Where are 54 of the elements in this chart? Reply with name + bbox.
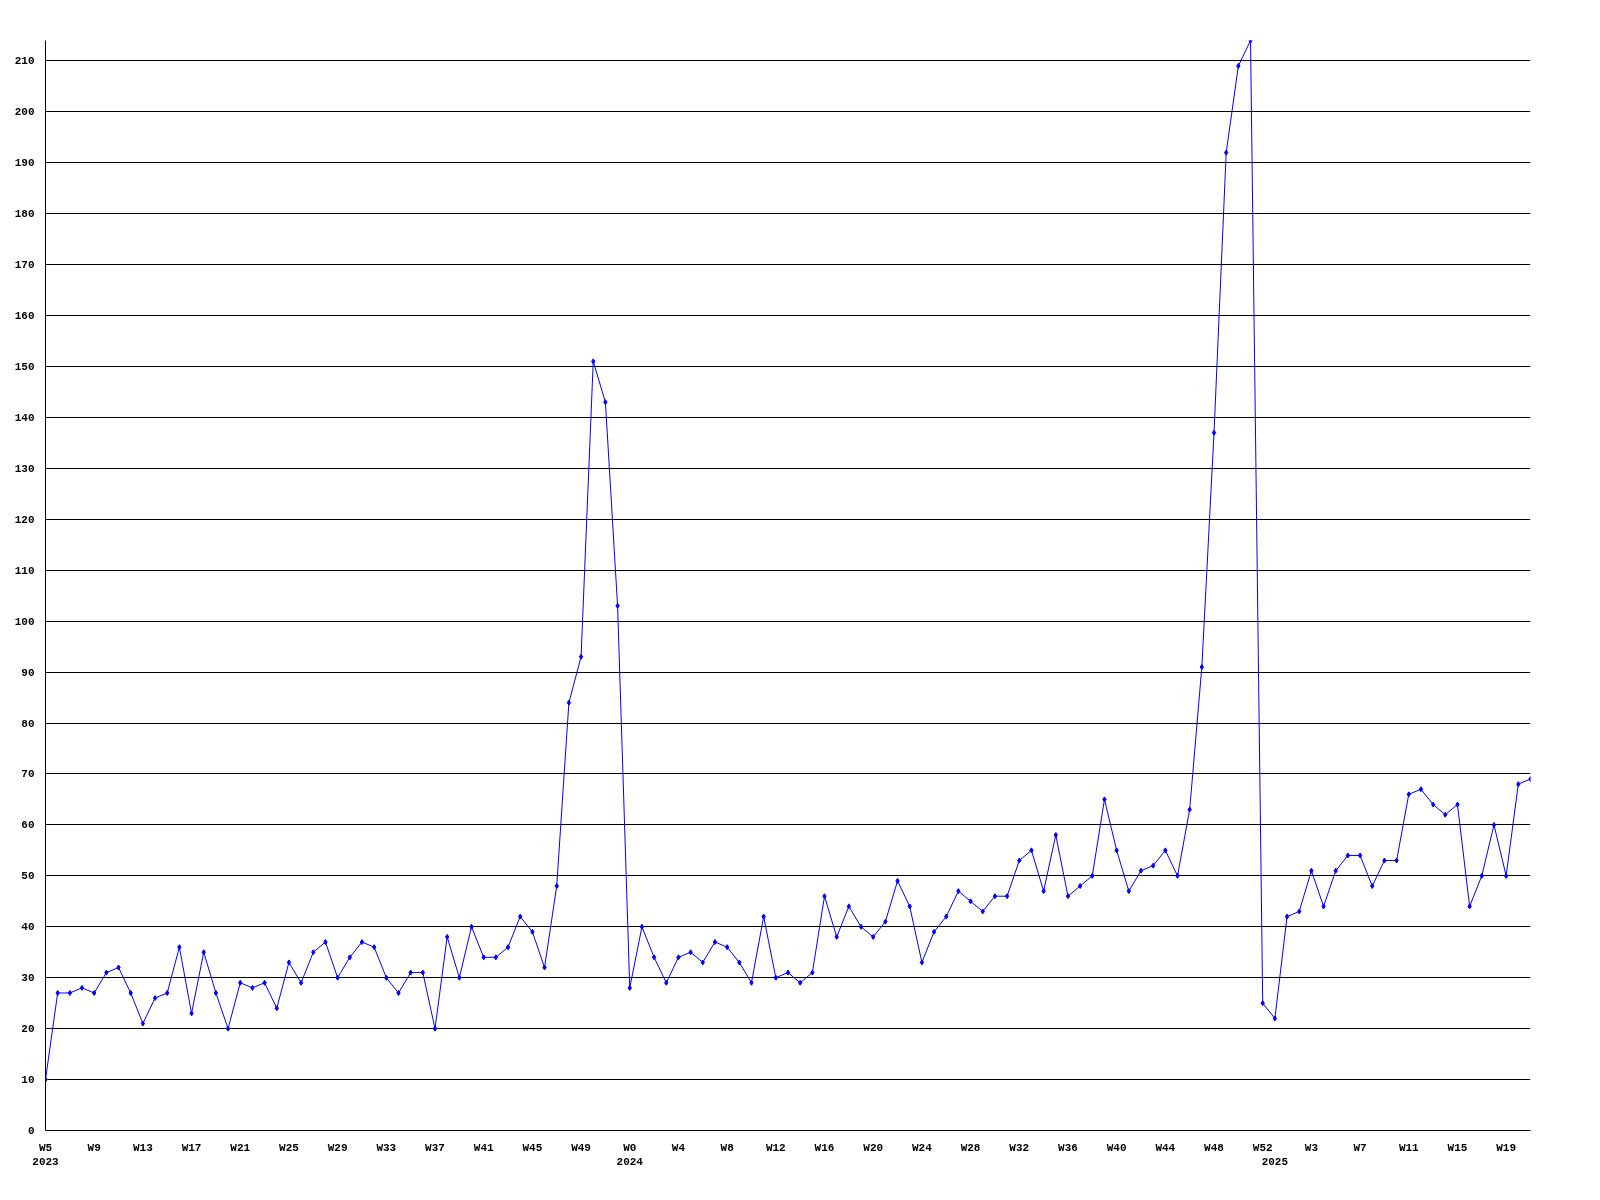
x-tick-label: W21 [230,1141,251,1154]
x-tick-label: W8 [720,1141,735,1154]
x-tick-label: W25 [279,1141,300,1154]
x-tick-label: W9 [87,1141,101,1154]
x-tick-label: W11 [1398,1141,1420,1154]
x-tick-label: W48 [1204,1141,1225,1154]
y-tick-label: 170 [14,259,35,272]
x-tick-label: W17 [181,1141,202,1154]
y-tick-label: 140 [14,411,35,424]
x-tick-label: W20 [863,1141,884,1154]
y-tick-label: 160 [14,310,35,323]
y-tick-label: 10 [21,1074,35,1087]
x-tick-label: W45 [522,1141,543,1154]
x-tick-label: W4 [671,1141,686,1154]
x-tick-label: W16 [814,1141,835,1154]
x-tick-label: W37 [425,1141,445,1154]
x-tick-label: W40 [1106,1141,1127,1154]
y-tick-label: 110 [14,564,35,577]
y-tick-label: 100 [14,615,35,628]
y-tick-label: 200 [14,106,35,119]
y-tick-label: 50 [21,870,35,883]
y-tick-label: 90 [21,666,35,679]
x-tick-label: W0 2024 [616,1141,644,1168]
y-tick-label: 210 [14,55,35,68]
x-tick-label: W33 [376,1141,397,1154]
y-tick-label: 180 [14,208,35,221]
x-tick-label: W49 [571,1141,591,1154]
y-tick-label: 130 [14,462,35,475]
x-tick-label: W5 2023 [32,1141,60,1168]
y-tick-label: 0 [27,1125,35,1137]
x-tick-label: W12 [765,1141,786,1154]
y-tick-label: 20 [21,1023,35,1036]
x-tick-label: 2025 [1261,1155,1289,1168]
x-tick-label: W19 [1496,1141,1517,1154]
x-tick-label: W36 [1058,1141,1078,1154]
x-tick-label: W13 [132,1141,154,1154]
y-tick-label: 70 [21,768,35,781]
y-tick-label: 40 [21,921,35,934]
x-tick-label: W15 [1447,1141,1468,1154]
x-tick-label: W3 [1304,1141,1319,1154]
x-tick-label: W41 [473,1141,494,1154]
x-tick-label: W24 [911,1141,933,1154]
y-tick-label: 80 [21,717,35,730]
x-tick-label: W52 [1252,1141,1273,1154]
y-tick-label: 190 [14,157,35,170]
y-tick-label: 120 [14,513,35,526]
y-tick-label: 30 [21,972,35,985]
x-tick-label: W32 [1009,1141,1030,1154]
x-tick-label: W29 [327,1141,348,1154]
x-tick-label: W44 [1155,1141,1176,1154]
y-tick-label: 60 [21,819,35,832]
y-tick-label: 150 [14,360,35,373]
x-tick-label: W28 [960,1141,981,1154]
x-tick-label: W7 [1353,1141,1367,1154]
